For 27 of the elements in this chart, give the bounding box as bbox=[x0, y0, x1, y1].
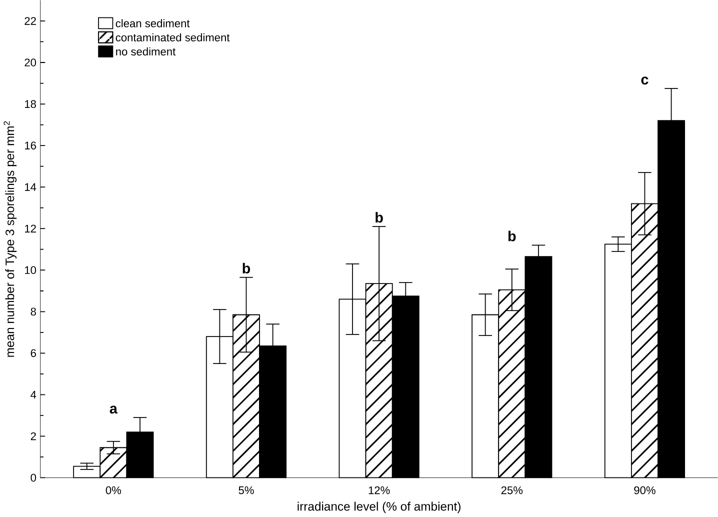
annotation: a bbox=[110, 406, 118, 414]
y-tick-label: 0 bbox=[30, 474, 36, 482]
annotation: b bbox=[508, 230, 516, 242]
y-tick-label: 20 bbox=[24, 58, 36, 67]
legend-label: no sediment bbox=[116, 47, 176, 56]
x-axis-title: irradiance level (% of ambient) bbox=[298, 502, 460, 514]
annotation: b bbox=[242, 262, 250, 274]
y-tick-label: 2 bbox=[30, 432, 36, 440]
y-tick-label: 14 bbox=[25, 183, 36, 191]
y-tick-label: 4 bbox=[30, 390, 36, 399]
x-tick-label: 5% bbox=[238, 486, 254, 494]
legend-label: contaminated sediment bbox=[116, 33, 230, 42]
x-tick-label: 25% bbox=[501, 486, 523, 494]
y-tick-label: 22 bbox=[24, 17, 36, 25]
x-tick-label: 12% bbox=[368, 486, 390, 494]
annotation: c bbox=[641, 76, 648, 85]
y-tick-label: 16 bbox=[25, 142, 36, 150]
legend-label: clean sediment bbox=[116, 19, 190, 28]
y-tick-label: 18 bbox=[25, 100, 36, 108]
y-tick-label: 6 bbox=[30, 349, 36, 358]
y-tick-label: 12 bbox=[25, 224, 36, 233]
x-tick-label: 90% bbox=[634, 486, 656, 494]
y-tick-label: 8 bbox=[30, 308, 36, 316]
annotation: b bbox=[376, 212, 383, 223]
y-tick-label: 10 bbox=[25, 266, 36, 274]
y-axis-title: mean number of Type 3 sporelings per mm$^{2}$ bbox=[4, 121, 17, 357]
x-tick-label: 0% bbox=[106, 486, 122, 494]
